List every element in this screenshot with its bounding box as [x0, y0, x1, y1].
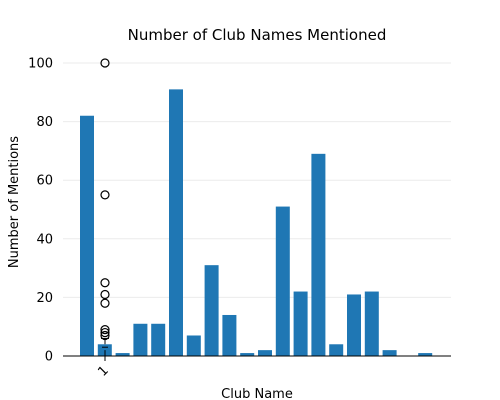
y-tick-label: 60 — [36, 174, 53, 189]
bar — [186, 335, 201, 356]
bar — [258, 350, 272, 356]
y-tick-label: 40 — [36, 232, 53, 247]
bars — [80, 89, 433, 357]
bar — [80, 115, 94, 357]
bar — [222, 314, 237, 356]
chart-title: Number of Club Names Mentioned — [128, 26, 387, 44]
bar — [347, 294, 361, 356]
box-outlier — [100, 58, 110, 68]
bar — [240, 353, 255, 356]
box-outlier — [100, 278, 110, 288]
box-outlier — [100, 190, 110, 200]
box-outlier — [100, 325, 110, 335]
y-axis-label: Number of Mentions — [7, 136, 22, 268]
box-outlier — [100, 289, 110, 300]
y-tick-label: 100 — [28, 57, 53, 72]
y-ticks: 0 20 40 60 80 100 — [28, 57, 53, 365]
y-tick-label: 80 — [36, 115, 53, 130]
box-outlier — [100, 298, 110, 308]
bar — [293, 291, 308, 356]
y-tick-label: 0 — [45, 350, 53, 365]
bar — [311, 153, 326, 356]
bar — [169, 89, 183, 357]
bar — [329, 344, 344, 356]
bar — [133, 323, 148, 356]
y-tick-label: 20 — [36, 291, 53, 306]
x-axis-label: Club Name — [221, 387, 293, 400]
bar — [115, 353, 130, 356]
box-outlier — [100, 327, 110, 338]
grid-lines — [63, 62, 451, 298]
bar — [382, 350, 397, 356]
box-plot — [100, 58, 110, 356]
bar — [204, 265, 219, 356]
bar — [151, 323, 166, 356]
x-tick-label: 1 — [95, 363, 111, 379]
bar — [418, 353, 433, 356]
box-outlier — [100, 330, 110, 341]
x-ticks: 1 — [95, 356, 112, 380]
bar — [364, 291, 379, 356]
bar — [275, 206, 290, 356]
